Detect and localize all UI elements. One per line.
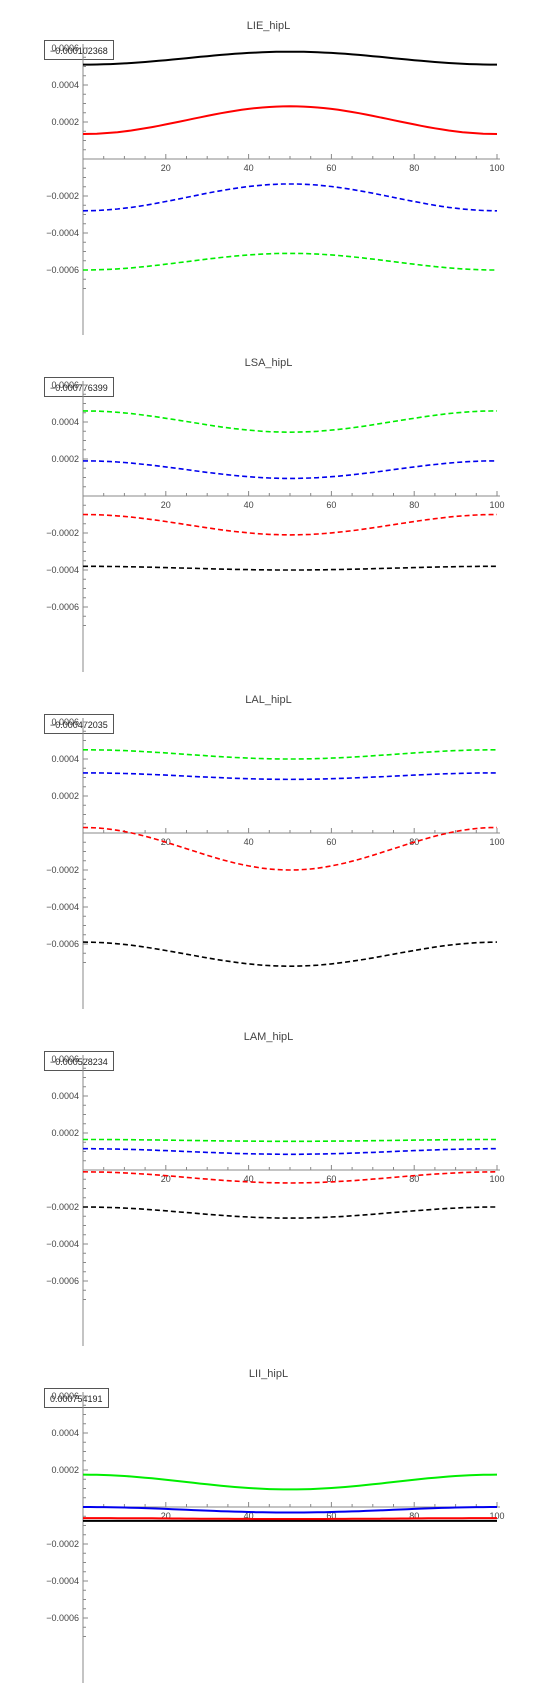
series-line (83, 1147, 497, 1156)
chart-title: LAL_hipL (245, 694, 292, 706)
x-tick-label: 20 (161, 163, 171, 173)
x-tick-label: 60 (326, 500, 336, 510)
series-line (83, 460, 497, 480)
x-tick-label: 40 (244, 1174, 254, 1184)
y-tick-label: −0.0006 (46, 265, 79, 275)
x-tick-label: 20 (161, 500, 171, 510)
y-tick-label: 0.0004 (51, 417, 79, 427)
series-line (83, 1206, 497, 1219)
y-tick-label: −0.0006 (46, 602, 79, 612)
value-readout-box: −0.000102368 (44, 40, 114, 60)
x-tick-label: 40 (244, 500, 254, 510)
series-line (83, 1138, 497, 1143)
y-tick-label: 0.0006 (51, 43, 79, 53)
y-tick-label: −0.0004 (46, 1576, 79, 1586)
y-tick-label: −0.0002 (46, 1539, 79, 1549)
chart-title: LAM_hipL (243, 1031, 294, 1043)
y-tick-label: 0.0002 (51, 117, 79, 127)
chart-plot-area: 20 40 60 80 1000.00060.00040.0002−0.0002−0.0… (46, 717, 505, 1009)
y-tick-label: −0.0006 (46, 1613, 79, 1623)
x-tick-label: 80 (409, 1174, 419, 1184)
series-line (82, 826, 498, 871)
x-tick-label: 40 (244, 163, 254, 173)
y-tick-label: −0.0004 (46, 902, 79, 912)
y-tick-label: 0.0006 (51, 1391, 79, 1401)
y-tick-label: −0.0004 (46, 565, 79, 575)
series-line (82, 410, 498, 434)
value-readout-box: −0.000528234 (44, 1051, 114, 1071)
chart-title: LIE_hipL (246, 20, 291, 32)
x-tick-label: 100 (489, 837, 504, 847)
series-line (83, 1506, 497, 1514)
series-line (83, 50, 497, 66)
y-tick-label: −0.0004 (46, 1239, 79, 1249)
x-tick-label: 60 (326, 1174, 336, 1184)
y-tick-label: −0.0002 (46, 528, 79, 538)
series-line (83, 749, 497, 760)
series-line (82, 1171, 498, 1184)
y-tick-label: 0.0002 (51, 1128, 79, 1138)
y-tick-label: −0.0006 (46, 1276, 79, 1286)
y-tick-label: 0.0006 (51, 717, 79, 727)
value-readout-box: 0.000754191 (44, 1388, 109, 1408)
y-tick-label: 0.0004 (51, 1428, 79, 1438)
series-line (83, 772, 497, 781)
y-tick-label: 0.0006 (51, 1054, 79, 1064)
series-line (82, 513, 498, 536)
y-tick-label: −0.0002 (46, 1202, 79, 1212)
x-tick-label: 60 (326, 163, 336, 173)
series-line (83, 1517, 497, 1520)
x-tick-label: 100 (489, 500, 504, 510)
y-tick-label: −0.0006 (46, 939, 79, 949)
series-line (82, 183, 498, 212)
y-tick-label: −0.0004 (46, 228, 79, 238)
chart-plot-area: 20 40 60 80 100 0.0006 0.0004 0.0002 −0.0002 −0.0… (46, 380, 505, 672)
y-tick-label: 0.0002 (51, 791, 79, 801)
y-tick-label: −0.0002 (46, 191, 79, 201)
chart-plot-area: 20 40 60 80 100 0.0006 0.0004 0.0002 −0.0002 −0.0… (46, 1054, 505, 1346)
series-line (82, 1473, 498, 1491)
y-tick-label: 0.0002 (51, 454, 79, 464)
y-tick-label: 0.0002 (51, 1465, 79, 1475)
series-line (82, 941, 498, 968)
y-tick-label: 0.0004 (51, 80, 79, 90)
y-tick-label: 0.0006 (51, 380, 79, 390)
value-readout-box: −0.000472035 (44, 714, 114, 734)
x-tick-label: 20 (161, 1174, 171, 1184)
chart-plot-area: 20 40 60 80 100 0.0006 0.0004 0.0002 −0.0002 −0.0… (46, 43, 505, 335)
x-tick-label: 100 (489, 1511, 504, 1521)
x-tick-label: 80 (409, 1511, 419, 1521)
y-tick-label: 0.0004 (51, 1091, 79, 1101)
y-tick-label: 0.0004 (51, 754, 79, 764)
x-tick-label: 100 (489, 1174, 504, 1184)
x-tick-label: 40 (244, 837, 254, 847)
x-tick-label: 60 (326, 1511, 336, 1521)
y-tick-label: −0.0002 (46, 865, 79, 875)
x-tick-label: 80 (409, 500, 419, 510)
x-tick-label: 100 (489, 163, 504, 173)
x-tick-label: 60 (326, 837, 336, 847)
x-tick-label: 80 (409, 163, 419, 173)
x-tick-label: 40 (244, 1511, 254, 1521)
value-readout-box: −0.000776399 (44, 377, 114, 397)
series-line (82, 105, 498, 135)
series-line (83, 565, 497, 571)
chart-title: LSA_hipL (244, 357, 293, 369)
series-line (83, 252, 497, 271)
chart-plot-area: 20 40 60 80 100 0.0006 0.0004 0.0002 −0.0002 −0.0… (46, 1391, 505, 1683)
chart-title: LII_hipL (248, 1368, 289, 1380)
x-tick-label: 20 (161, 1511, 171, 1521)
